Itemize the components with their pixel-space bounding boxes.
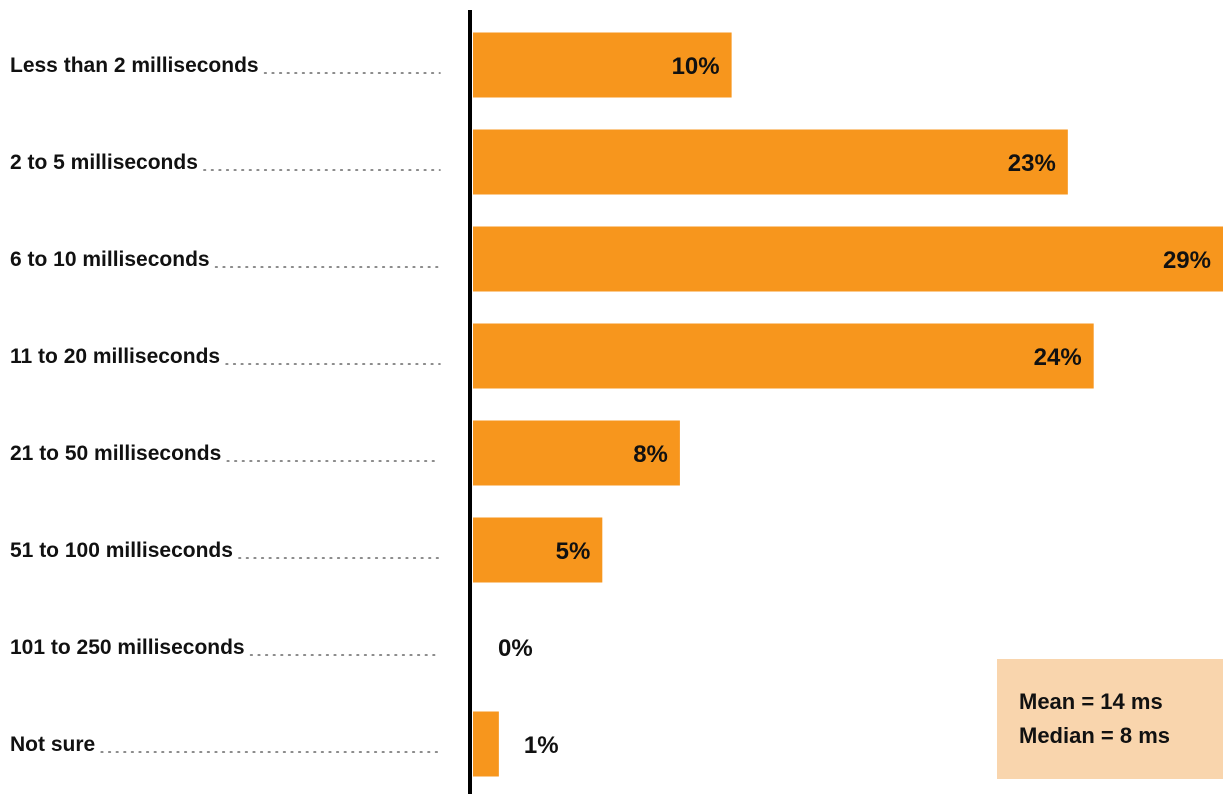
data-label: 0%: [498, 635, 533, 662]
y-axis-line: [468, 10, 472, 794]
bar: [473, 129, 1068, 195]
median-text: Median = 8 ms: [1019, 723, 1171, 748]
category-label: 11 to 20 milliseconds: [10, 345, 220, 368]
bar: [473, 323, 1094, 389]
bar: [473, 226, 1223, 292]
category-label: 2 to 5 milliseconds: [10, 151, 198, 174]
bar: [473, 32, 732, 98]
category-label: 51 to 100 milliseconds: [10, 539, 233, 562]
data-label: 29%: [1163, 247, 1211, 274]
data-label: 23%: [1008, 150, 1056, 177]
bar: [473, 420, 680, 486]
data-label: 24%: [1034, 344, 1082, 371]
summary-stats-box: Mean = 14 ms Median = 8 ms: [997, 659, 1223, 779]
data-label: 10%: [672, 53, 720, 80]
data-label: 8%: [633, 441, 668, 468]
data-label: 1%: [524, 732, 559, 759]
bar: [473, 517, 603, 583]
category-label: Less than 2 milliseconds: [10, 54, 259, 77]
category-label: Not sure: [10, 733, 95, 756]
bar: [473, 711, 499, 777]
mean-text: Mean = 14 ms: [1019, 689, 1163, 714]
category-label: 21 to 50 milliseconds: [10, 442, 221, 465]
data-label: 5%: [556, 538, 591, 565]
category-label: 101 to 250 milliseconds: [10, 636, 245, 659]
category-label: 6 to 10 milliseconds: [10, 248, 210, 271]
